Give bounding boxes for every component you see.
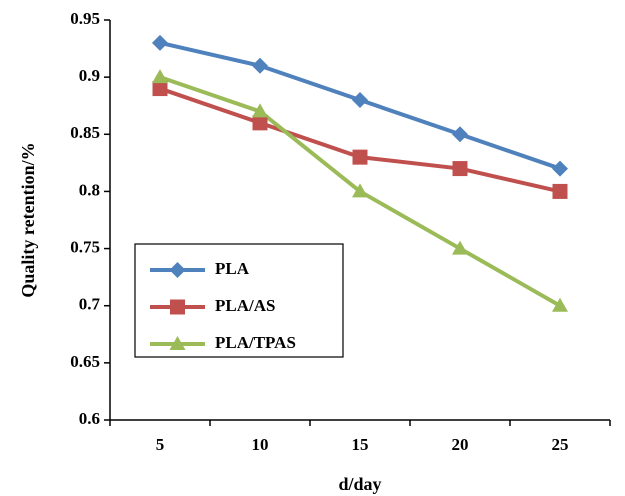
legend-items: PLA PLA/AS PLA/TPAS bbox=[150, 259, 296, 352]
data-point-pla-tpas bbox=[552, 297, 568, 312]
x-tick-label: 15 bbox=[352, 435, 369, 454]
data-point-pla-as bbox=[252, 115, 268, 131]
y-tick-label: 0.9 bbox=[79, 66, 100, 85]
data-point-pla bbox=[252, 57, 268, 74]
y-tick-label: 0.75 bbox=[70, 237, 100, 256]
legend: PLA PLA/AS PLA/TPAS bbox=[134, 243, 344, 358]
data-point-pla-as bbox=[152, 81, 168, 97]
series-markers bbox=[152, 34, 568, 312]
x-tick-label: 5 bbox=[156, 435, 165, 454]
data-point-pla bbox=[352, 92, 368, 108]
data-point-pla-tpas bbox=[252, 103, 268, 118]
legend-box bbox=[134, 243, 344, 358]
x-tick-label: 25 bbox=[552, 435, 569, 454]
x-axis-title: d/day bbox=[338, 474, 381, 494]
x-axis-ticks: 5 10 15 20 25 bbox=[109, 420, 611, 454]
data-point-pla-as bbox=[352, 149, 368, 165]
data-point-pla-tpas bbox=[352, 183, 368, 198]
y-axis-title: Quality retention/% bbox=[18, 142, 38, 297]
data-point-pla-as bbox=[452, 161, 468, 177]
data-point-pla-tpas bbox=[152, 69, 168, 84]
legend-marker-pla-as bbox=[170, 299, 185, 315]
data-point-pla bbox=[452, 126, 468, 143]
plot-area bbox=[109, 20, 610, 421]
y-tick-label: 0.8 bbox=[79, 180, 100, 199]
legend-label-pla: PLA bbox=[215, 259, 250, 278]
y-tick-label: 0.95 bbox=[70, 9, 100, 28]
y-tick-label: 0.85 bbox=[70, 123, 100, 142]
data-point-pla-as bbox=[552, 183, 568, 199]
legend-label-pla-tpas: PLA/TPAS bbox=[215, 333, 296, 352]
legend-marker-pla bbox=[169, 262, 186, 278]
y-tick-label: 0.6 bbox=[79, 409, 100, 428]
data-point-pla bbox=[552, 160, 568, 177]
x-tick-label: 20 bbox=[452, 435, 469, 454]
y-axis-ticks: 0.6 0.65 0.7 0.75 0.8 0.85 0.9 0.95 bbox=[70, 9, 110, 428]
y-tick-label: 0.7 bbox=[79, 295, 101, 314]
data-point-pla bbox=[152, 34, 168, 51]
legend-marker-pla-tpas bbox=[169, 336, 186, 350]
y-tick-label: 0.65 bbox=[70, 352, 100, 371]
x-tick-label: 10 bbox=[252, 435, 269, 454]
legend-label-pla-as: PLA/AS bbox=[215, 296, 275, 315]
data-point-pla-tpas bbox=[452, 240, 468, 255]
